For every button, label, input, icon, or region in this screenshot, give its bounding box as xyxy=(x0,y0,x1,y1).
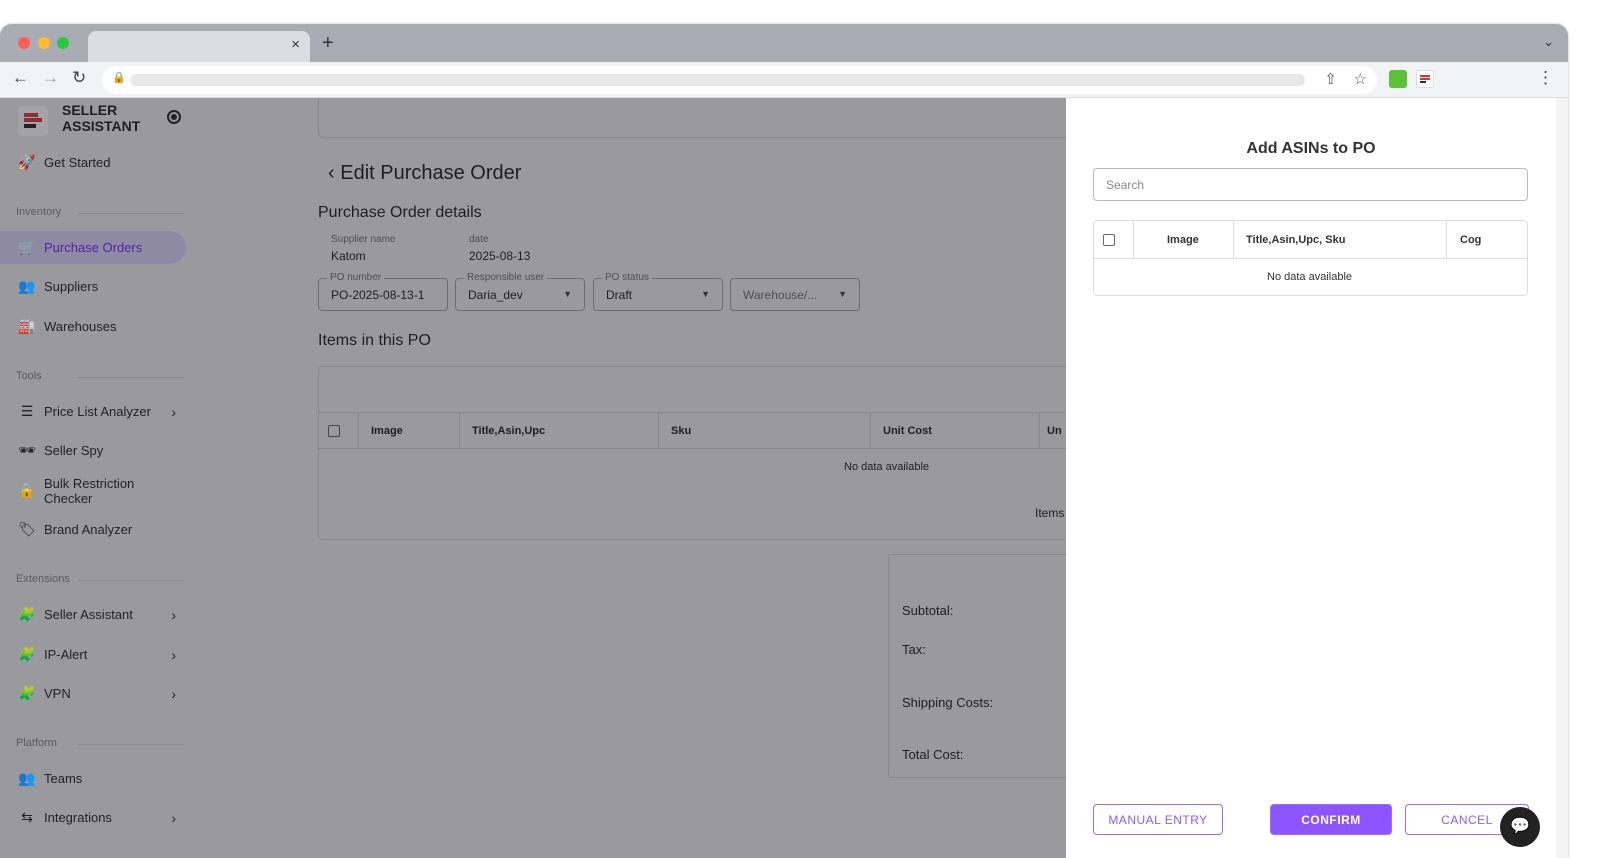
no-data-text: No data available xyxy=(1267,271,1353,283)
date-value: 2025-08-13 xyxy=(469,249,531,263)
supplier-value: Katom xyxy=(331,249,366,263)
list-icon: ☰ xyxy=(20,403,34,419)
subtotal-label: Subtotal: xyxy=(902,603,954,618)
sidebar-item-seller-assistant[interactable]: 🧩 Seller Assistant › xyxy=(18,606,176,623)
users-icon: 👥 xyxy=(18,770,36,786)
tax-label: Tax: xyxy=(902,642,926,657)
warehouse-select[interactable]: Warehouse/... ▼ xyxy=(730,278,860,311)
address-bar[interactable]: 🔒 ⇧ ☆ xyxy=(102,66,1377,94)
bookmark-star-icon[interactable]: ☆ xyxy=(1353,71,1367,88)
sidebar-item-suppliers[interactable]: 👥 Suppliers xyxy=(18,278,99,294)
items-table: Image Title,Asin,Upc Sku Unit Cost Un No… xyxy=(318,366,1066,540)
extension-icon[interactable] xyxy=(1389,70,1407,88)
section-extensions: Extensions xyxy=(16,573,184,585)
items-heading: Items in this PO xyxy=(318,332,431,349)
maximize-window-button[interactable] xyxy=(57,37,69,49)
chevron-right-icon: › xyxy=(171,403,176,420)
drawer-title: Add ASINs to PO xyxy=(1246,140,1376,157)
sidebar-item-brand-analyzer[interactable]: 🏷 Brand Analyzer xyxy=(18,521,133,537)
sidebar: SELLER ASSISTANT 🚀 Get Started Inventory 🛒… xyxy=(0,98,195,858)
chevron-right-icon: › xyxy=(171,809,176,826)
back-icon[interactable]: ← xyxy=(12,68,29,87)
logo xyxy=(18,106,48,136)
tab-close-icon[interactable]: × xyxy=(291,36,300,53)
shipping-label: Shipping Costs: xyxy=(902,695,994,710)
rocket-icon: 🚀 xyxy=(18,154,36,170)
totals-card: Subtotal: Tax: Shipping Costs: Total Cos… xyxy=(888,554,1066,778)
sidebar-item-warehouses[interactable]: 🏭 Warehouses xyxy=(18,318,117,334)
top-card xyxy=(318,98,1066,138)
caret-down-icon: ▼ xyxy=(838,289,847,299)
browser-tab[interactable]: × xyxy=(88,31,310,62)
url-text xyxy=(130,74,1305,86)
caret-down-icon: ▼ xyxy=(701,289,710,299)
swap-icon: ⇆ xyxy=(21,809,33,825)
sidebar-item-ip-alert[interactable]: 🧩 IP-Alert › xyxy=(18,646,176,663)
tag-search-icon: 🏷 xyxy=(18,521,36,537)
table-header: Image Title,Asin,Upc Sku Unit Cost Un xyxy=(319,412,1066,449)
scrollbar[interactable] xyxy=(1556,98,1568,858)
warehouse-icon: 🏭 xyxy=(18,318,36,334)
minimize-window-button[interactable] xyxy=(38,37,50,49)
close-window-button[interactable] xyxy=(18,37,30,49)
browser-menu-icon[interactable]: ⋮ xyxy=(1537,68,1554,87)
po-status-select[interactable]: PO status Draft ▼ xyxy=(593,272,723,311)
no-data-text: No data available xyxy=(844,461,930,473)
reload-icon[interactable]: ↻ xyxy=(72,68,87,87)
sidebar-item-purchase-orders[interactable]: 🛒 Purchase Orders xyxy=(0,231,186,264)
search-input[interactable] xyxy=(1093,168,1528,201)
po-number-field[interactable]: PO number PO-2025-08-13-1 xyxy=(318,272,448,311)
chevron-right-icon: › xyxy=(171,646,176,663)
spy-icon: 🕶 xyxy=(18,442,36,458)
chevron-right-icon: › xyxy=(171,685,176,702)
date-label: date xyxy=(469,234,489,245)
table-header: Image Title,Asin,Upc, Sku Cog xyxy=(1094,221,1527,259)
chevron-right-icon: › xyxy=(171,606,176,623)
chat-support-icon[interactable]: 💬 xyxy=(1500,807,1540,847)
sidebar-item-price-list-analyzer[interactable]: ☰ Price List Analyzer › xyxy=(0,395,186,428)
page-title: ‹ Edit Purchase Order xyxy=(328,162,522,184)
select-all-checkbox[interactable] xyxy=(1103,234,1115,246)
select-all-checkbox[interactable] xyxy=(328,425,340,437)
tab-bar: × + ⌄ xyxy=(0,24,1568,62)
main-content: ‹ Edit Purchase Order Purchase Order det… xyxy=(318,98,1066,858)
browser-window: × + ⌄ ← → ↻ 🔒 ⇧ ☆ ⋮ SELLER ASSISTANT 🚀 Get… xyxy=(0,24,1568,858)
add-asins-drawer: Add ASINs to PO Image Title,Asin,Upc, Sk… xyxy=(1066,98,1556,858)
sidebar-item-seller-spy[interactable]: 🕶 Seller Spy xyxy=(18,442,104,458)
supplier-label: Supplier name xyxy=(331,234,396,245)
caret-down-icon: ▼ xyxy=(563,289,572,299)
lock-icon: 🔒 xyxy=(18,482,36,498)
forward-icon[interactable]: → xyxy=(42,68,59,87)
brand-name: SELLER ASSISTANT xyxy=(62,102,141,134)
app: SELLER ASSISTANT 🚀 Get Started Inventory 🛒… xyxy=(0,98,1568,858)
sidebar-item-bulk-restriction-checker[interactable]: 🔒 Bulk Restriction Checker xyxy=(18,475,135,506)
manual-entry-button[interactable]: MANUAL ENTRY xyxy=(1093,804,1223,835)
puzzle-icon: 🧩 xyxy=(18,685,36,701)
section-platform: Platform xyxy=(16,737,184,749)
sidebar-item-vpn[interactable]: 🧩 VPN › xyxy=(18,685,176,702)
sidebar-item-get-started[interactable]: 🚀 Get Started xyxy=(18,154,111,170)
cart-icon: 🛒 xyxy=(18,239,36,255)
sidebar-item-integrations[interactable]: ⇆ Integrations › xyxy=(0,801,186,834)
confirm-button[interactable]: CONFIRM xyxy=(1270,804,1392,835)
puzzle-icon: 🧩 xyxy=(18,606,36,622)
share-icon[interactable]: ⇧ xyxy=(1324,71,1337,88)
items-footer: Items xyxy=(1035,506,1065,520)
puzzle-icon: 🧩 xyxy=(18,646,36,662)
back-chevron-icon[interactable]: ‹ xyxy=(328,162,335,184)
users-icon: 👥 xyxy=(18,278,36,294)
details-heading: Purchase Order details xyxy=(318,204,482,221)
lock-icon: 🔒 xyxy=(112,72,126,84)
tab-menu-icon[interactable]: ⌄ xyxy=(1543,34,1554,49)
theme-toggle[interactable] xyxy=(167,110,181,124)
seller-assistant-extension-icon[interactable] xyxy=(1416,70,1434,88)
sidebar-item-teams[interactable]: 👥 Teams xyxy=(18,770,83,786)
asins-table: Image Title,Asin,Upc, Sku Cog No data av… xyxy=(1093,220,1528,296)
responsible-user-select[interactable]: Responsible user Daria_dev ▼ xyxy=(455,272,585,311)
browser-toolbar: ← → ↻ 🔒 ⇧ ☆ ⋮ xyxy=(0,62,1568,98)
section-tools: Tools xyxy=(16,370,184,382)
new-tab-button[interactable]: + xyxy=(322,32,334,54)
section-inventory: Inventory xyxy=(16,206,184,218)
total-cost-label: Total Cost: xyxy=(902,747,964,762)
